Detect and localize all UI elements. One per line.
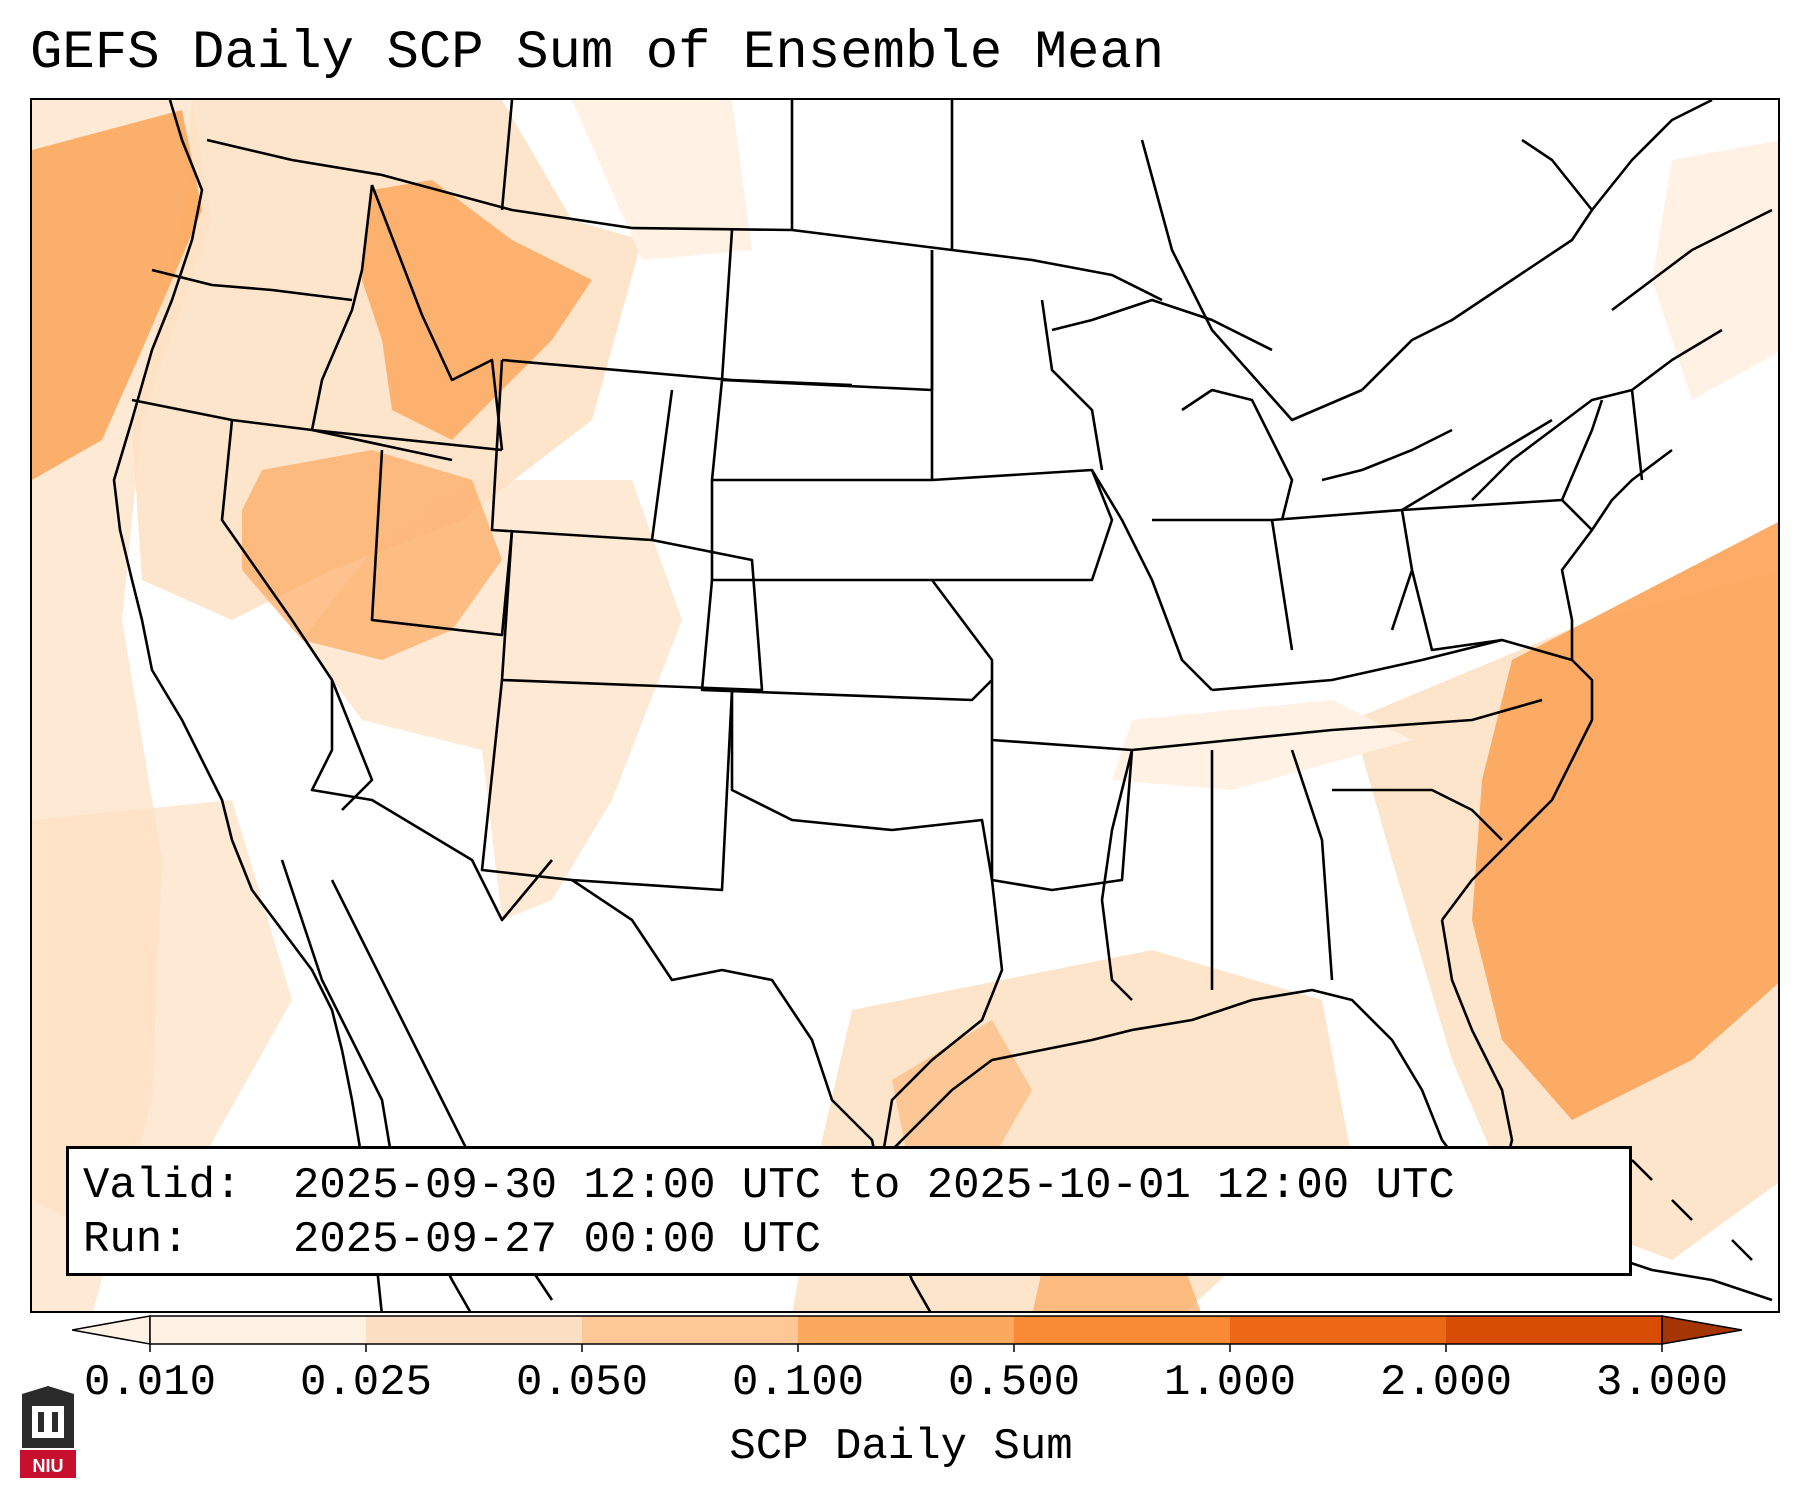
- colorado-box: [500, 529, 764, 692]
- mo-ar: [930, 579, 1134, 892]
- colorbar-frame: [149, 1315, 1663, 1345]
- colorbar-segment: [1230, 1316, 1447, 1344]
- colorbar-tick-label: 2.000: [1379, 1358, 1513, 1408]
- shade-nevada-core: [242, 450, 502, 660]
- colorbar-tick-label: 0.500: [947, 1358, 1081, 1408]
- colorbar-segment: [150, 1316, 367, 1344]
- colorbar-extend-high: [1661, 1315, 1742, 1345]
- colorbar-extend-low: [72, 1315, 151, 1345]
- colorbar-tick-label: 1.000: [1163, 1358, 1297, 1408]
- run-value: 2025-09-27 00:00 UTC: [293, 1215, 822, 1265]
- great-lakes: [1051, 298, 1553, 521]
- valid-row: Valid: 2025-09-30 12:00 UTC to 2025-10-0…: [83, 1159, 1615, 1213]
- run-row: Run: 2025-09-27 00:00 UTC: [83, 1213, 1615, 1267]
- map-canvas: [32, 100, 1778, 1311]
- shade-atlantic-core: [1472, 522, 1778, 1120]
- us-canada-border: [206, 138, 1163, 302]
- shade-montana-light: [572, 100, 752, 260]
- dakotas: [710, 229, 934, 582]
- colorbar-tick-label: 0.010: [83, 1358, 217, 1408]
- chart-title: GEFS Daily SCP Sum of Ensemble Mean: [30, 23, 1165, 84]
- validity-info-box: Valid: 2025-09-30 12:00 UTC to 2025-10-0…: [66, 1146, 1632, 1276]
- logo-banner: [20, 1450, 76, 1478]
- colorbar-label: SCP Daily Sum: [729, 1422, 1073, 1472]
- colorbar-segment: [1014, 1316, 1231, 1344]
- idaho-east: [420, 314, 504, 451]
- or-ca-nv-border: [131, 398, 453, 462]
- shade-newengland-light: [1652, 140, 1778, 400]
- shade-tennessee-light: [1112, 700, 1412, 790]
- gulf-coast: [881, 919, 1514, 1182]
- colorbar-tick-label: 0.100: [731, 1358, 865, 1408]
- pa-ny: [1401, 389, 1644, 652]
- logo-text: NIU: [33, 1456, 64, 1476]
- shade-baja-light: [32, 800, 292, 1220]
- utah-az: [370, 449, 514, 637]
- colorbar: [72, 1315, 1742, 1352]
- west-coastline: [112, 100, 383, 1311]
- valid-label: Valid:: [83, 1161, 242, 1211]
- map-panel: [30, 98, 1780, 1313]
- colorbar-tick-label: 3.000: [1595, 1358, 1729, 1408]
- ms-al-ga: [1100, 749, 1503, 1001]
- colorbar-segment: [366, 1316, 583, 1344]
- wa-or-border: [151, 268, 353, 302]
- il-in-oh: [1090, 469, 1414, 691]
- colorbar-segment: [798, 1316, 1015, 1344]
- kansas-ok: [700, 579, 994, 881]
- nevada-east: [220, 419, 374, 811]
- colorbar-segment: [1446, 1316, 1663, 1344]
- logo-building: [32, 1406, 64, 1438]
- east-coast: [1440, 448, 1673, 921]
- tn-ky: [1131, 638, 1573, 752]
- northern-canada-lines: [370, 100, 1363, 422]
- colorbar-segment: [582, 1316, 799, 1344]
- colorbar-tick-label: 0.025: [299, 1358, 433, 1408]
- shade-pacific-core: [32, 110, 202, 480]
- niu-logo: NIU: [20, 1386, 76, 1478]
- mn-wi-ia: [930, 250, 1114, 582]
- idaho-west: [310, 184, 374, 431]
- colorbar-tick-label: 0.050: [515, 1358, 649, 1408]
- valid-value: 2025-09-30 12:00 UTC to 2025-10-01 12:00…: [293, 1161, 1455, 1211]
- run-label: Run:: [83, 1215, 189, 1265]
- wyoming-box: [490, 359, 674, 542]
- northeast-coast: [1361, 100, 1773, 501]
- az-nm: [310, 680, 553, 922]
- idaho-south: [311, 428, 503, 452]
- scp-shading: [32, 100, 1778, 1311]
- shade-idaho-core: [362, 180, 592, 440]
